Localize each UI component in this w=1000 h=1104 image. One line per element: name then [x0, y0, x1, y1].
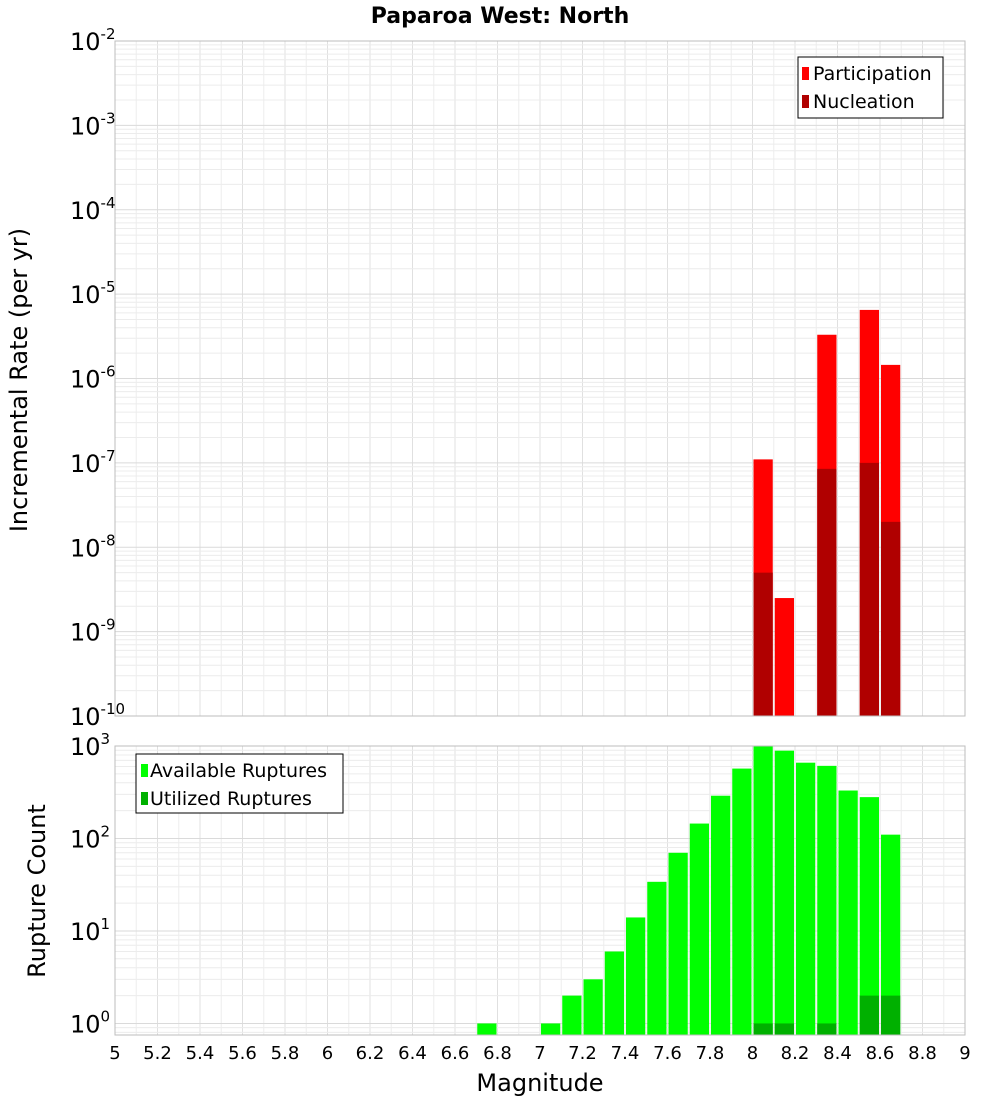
- top-y-axis-label: Incremental Rate (per yr): [5, 228, 33, 532]
- bar-nucleation: [753, 572, 773, 716]
- bar-available-ruptures: [881, 834, 901, 1035]
- bottom-y-tick-label: 101: [70, 915, 110, 946]
- x-tick-labels: 5 5.2 5.4 5.6 5.8 6 6.2 6.4 6.6 6.8 7 7.2 7.4 7.6 7.8 8…: [109, 1043, 970, 1064]
- top-y-tick-label: 10-7: [70, 447, 116, 478]
- legend-swatch-nucleation: [802, 95, 809, 108]
- bar-available-ruptures: [562, 995, 582, 1035]
- x-tick-label: 7.4: [611, 1043, 640, 1064]
- bar-available-ruptures: [774, 750, 794, 1035]
- x-tick-label: 6.4: [398, 1043, 427, 1064]
- x-tick-label: 8.8: [908, 1043, 937, 1064]
- bar-available-ruptures: [859, 797, 879, 1035]
- top-y-tick-label: 10-6: [70, 363, 116, 394]
- bar-nucleation: [881, 521, 901, 716]
- x-tick-label: 8.2: [781, 1043, 810, 1064]
- top-y-tick-label: 10-8: [70, 531, 116, 562]
- chart-title: Paparoa West: North: [371, 4, 629, 29]
- x-tick-label: 8.6: [866, 1043, 895, 1064]
- legend-label-utilized-ruptures: Utilized Ruptures: [150, 788, 312, 810]
- x-tick-label: 5.4: [186, 1043, 215, 1064]
- top-panel-frame: [114, 40, 966, 717]
- top-y-tick-label: 10-5: [70, 278, 116, 309]
- bar-utilized-ruptures: [817, 1023, 837, 1035]
- legend-swatch-utilized-ruptures: [141, 792, 148, 805]
- top-legend-box: [797, 56, 944, 119]
- bar-utilized-ruptures: [774, 1023, 794, 1035]
- bar-available-ruptures: [838, 790, 858, 1035]
- bar-available-ruptures: [817, 765, 837, 1035]
- x-tick-label: 6.2: [356, 1043, 385, 1064]
- legend-label-available-ruptures: Available Ruptures: [150, 760, 327, 782]
- x-tick-label: 8.4: [823, 1043, 852, 1064]
- bar-available-ruptures: [604, 951, 624, 1035]
- bar-available-ruptures: [668, 852, 688, 1035]
- bar-nucleation: [859, 462, 879, 716]
- x-tick-label: 5.2: [143, 1043, 172, 1064]
- x-tick-label: 6.6: [441, 1043, 470, 1064]
- bar-participation: [774, 598, 794, 716]
- x-tick-label: 9: [959, 1043, 970, 1064]
- bar-utilized-ruptures: [859, 995, 879, 1035]
- x-tick-label: 5: [109, 1043, 120, 1064]
- top-y-tick-label: 10-3: [70, 109, 116, 140]
- bar-available-ruptures: [626, 917, 646, 1035]
- bar-utilized-ruptures: [881, 995, 901, 1035]
- bottom-y-tick-label: 103: [70, 730, 110, 761]
- bar-available-ruptures: [753, 746, 773, 1035]
- legend-label-nucleation: Nucleation: [813, 91, 915, 113]
- x-tick-label: 6.8: [483, 1043, 512, 1064]
- legend-swatch-participation: [802, 67, 809, 80]
- top-panel-bars: [753, 309, 901, 716]
- top-y-tick-label: 10-2: [70, 25, 116, 56]
- bar-available-ruptures: [583, 979, 603, 1035]
- legend-label-participation: Participation: [813, 63, 932, 85]
- legend-swatch-available-ruptures: [141, 764, 148, 777]
- bottom-y-tick-label: 102: [70, 822, 110, 853]
- top-y-tick-label: 10-4: [70, 194, 116, 225]
- x-tick-label: 7.6: [653, 1043, 682, 1064]
- bar-available-ruptures: [732, 768, 752, 1035]
- bottom-panel-bars: [477, 746, 901, 1035]
- bottom-y-axis-label: Rupture Count: [23, 804, 51, 978]
- x-tick-label: 5.8: [271, 1043, 300, 1064]
- bar-nucleation: [817, 468, 837, 716]
- bar-available-ruptures: [541, 1023, 561, 1035]
- top-y-tick-label: 10-10: [70, 700, 125, 731]
- bottom-legend-box: [135, 753, 344, 814]
- top-legend: Participation Nucleation: [797, 56, 944, 119]
- x-axis-label: Magnitude: [476, 1069, 603, 1097]
- bottom-y-tick-label: 100: [70, 1007, 110, 1038]
- x-tick-label: 8: [747, 1043, 758, 1064]
- bar-available-ruptures: [796, 762, 816, 1035]
- bar-available-ruptures: [647, 881, 667, 1035]
- bar-available-ruptures: [477, 1023, 497, 1035]
- top-y-tick-label: 10-9: [70, 616, 116, 647]
- bottom-y-tick-labels: 100 101 102 103: [70, 730, 110, 1038]
- x-tick-label: 6: [322, 1043, 333, 1064]
- x-tick-label: 5.6: [228, 1043, 257, 1064]
- bar-utilized-ruptures: [753, 1023, 773, 1035]
- x-tick-label: 7: [534, 1043, 545, 1064]
- top-y-tick-labels: 10-10 10-9 10-8 10-7 10-6 10-5 10-4 10-3 10-2: [70, 25, 125, 731]
- x-tick-label: 7.8: [696, 1043, 725, 1064]
- bottom-legend: Available Ruptures Utilized Ruptures: [135, 753, 344, 814]
- top-panel-grid: [114, 41, 966, 717]
- bar-available-ruptures: [689, 823, 709, 1035]
- bottom-panel-frame: [114, 745, 966, 1036]
- bar-available-ruptures: [711, 795, 731, 1035]
- x-tick-label: 7.2: [568, 1043, 597, 1064]
